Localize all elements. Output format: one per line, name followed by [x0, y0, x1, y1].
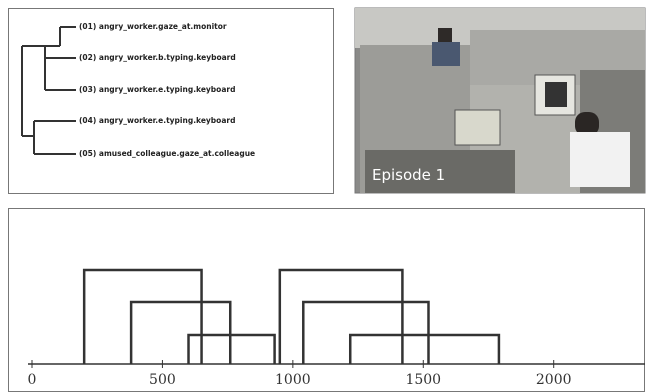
leaf-label: (02) angry_worker.b.typing.keyboard [79, 53, 236, 62]
tick-label: 2000 [536, 372, 572, 388]
tree-panel [9, 9, 334, 194]
tick-label: 1500 [405, 372, 441, 388]
video-caption: Episode 1 [372, 166, 445, 184]
leaf-label: (04) angry_worker.e.typing.keyboard [79, 116, 235, 125]
leaf-label: (05) amused_colleague.gaze_at.colleague [79, 149, 255, 158]
video-frame: Episode 1 [355, 8, 645, 193]
leaf-label: (01) angry_worker.gaze_at.monitor [79, 22, 227, 31]
screen: (01) angry_worker.gaze_at.monitor (02) an… [0, 0, 651, 392]
tick-label: 0 [28, 372, 37, 388]
tick-label: 500 [149, 372, 176, 388]
leaf-label: (03) angry_worker.e.typing.keyboard [79, 85, 235, 94]
tick-label: 1000 [275, 372, 311, 388]
